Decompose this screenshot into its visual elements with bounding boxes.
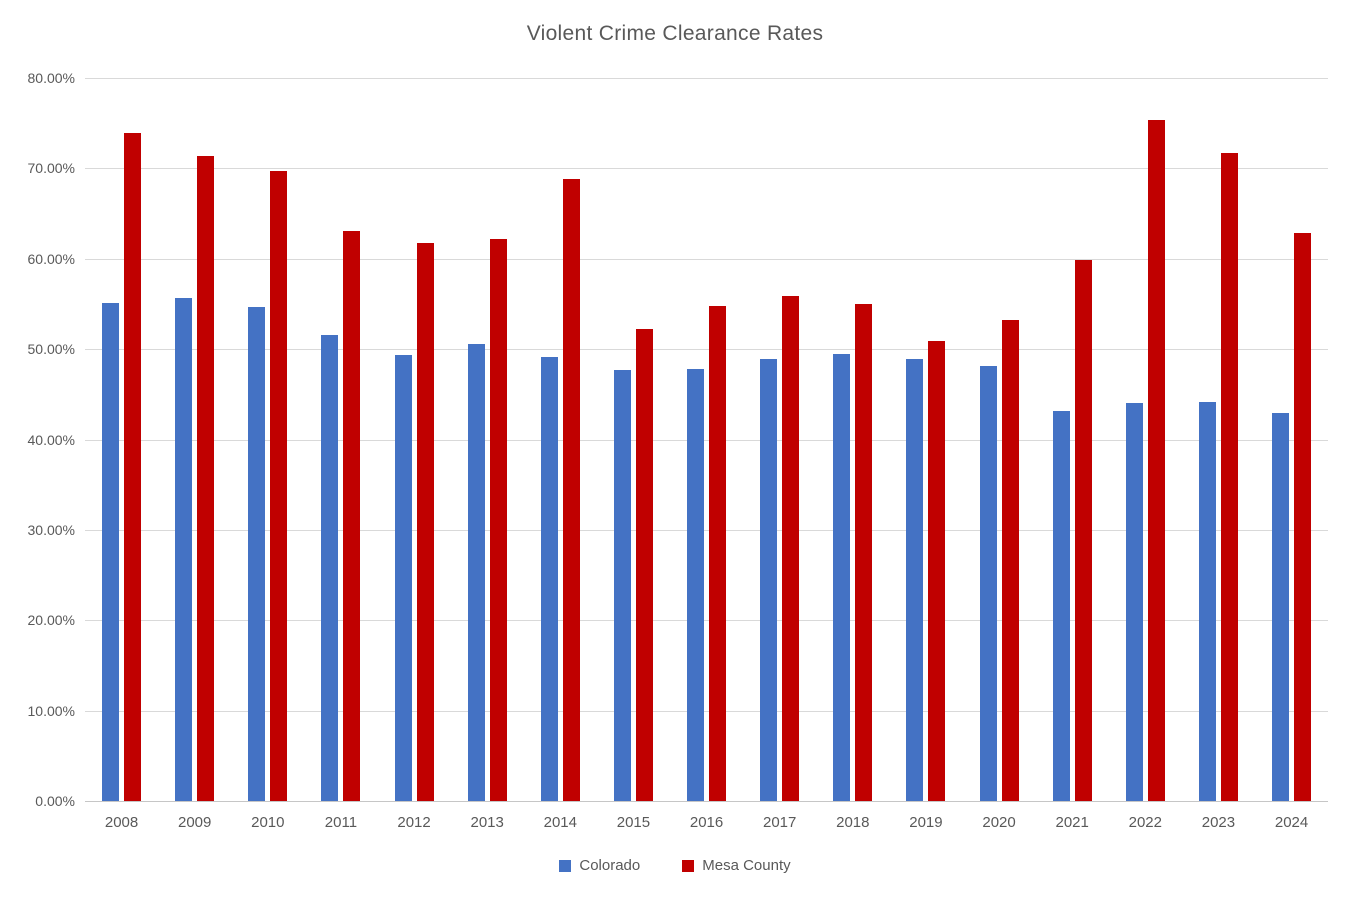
x-tick-label: 2020 [982, 814, 1016, 831]
bar-colorado-2020 [979, 366, 997, 801]
bar-colorado-2017 [760, 359, 778, 801]
bar-colorado-2014 [540, 357, 558, 801]
y-tick-label: 60.00% [27, 250, 75, 267]
bar-mesa-county-2019 [928, 341, 946, 801]
y-tick-label: 70.00% [27, 160, 75, 177]
bar-group-2024 [1255, 78, 1328, 801]
x-tick-label: 2018 [836, 814, 870, 831]
bar-mesa-county-2015 [635, 329, 653, 801]
gridline [85, 258, 1328, 260]
bar-group-2017 [743, 78, 816, 801]
x-tick-label: 2022 [1128, 814, 1162, 831]
gridline [85, 349, 1328, 351]
bar-colorado-2010 [248, 306, 266, 801]
bar-group-2011 [304, 78, 377, 801]
x-tick-label: 2008 [104, 814, 139, 831]
bar-colorado-2015 [613, 369, 631, 801]
bar-mesa-county-2010 [270, 171, 288, 801]
x-tick-label: 2015 [616, 814, 651, 831]
bar-group-2010 [231, 78, 304, 801]
x-tick-label: 2014 [543, 814, 577, 831]
gridline [85, 620, 1328, 622]
y-tick-label: 0.00% [35, 793, 75, 809]
y-axis-labels: 0.00% 10.00% 20.00% 30.00% 40.00% 50.00% 60.00… [0, 70, 75, 809]
x-tick-label: 2021 [1055, 814, 1089, 831]
x-tick-label: 2009 [178, 814, 212, 831]
bar-mesa-county-2017 [782, 295, 800, 801]
bar-colorado-2023 [1198, 401, 1216, 801]
bar-mesa-county-2011 [343, 230, 361, 801]
bar-group-2022 [1109, 78, 1182, 801]
bar-group-2012 [378, 78, 451, 801]
bar-group-2015 [597, 78, 670, 801]
bar-group-2023 [1182, 78, 1255, 801]
x-tick-label: 2016 [689, 814, 724, 831]
bar-mesa-county-2009 [197, 155, 215, 801]
bar-groups [85, 78, 1328, 801]
bar-colorado-2019 [906, 359, 924, 801]
bar-colorado-2008 [102, 303, 120, 801]
x-tick-label: 2011 [324, 814, 358, 831]
legend-swatch-icon [559, 859, 572, 872]
bar-mesa-county-2020 [1001, 320, 1019, 801]
x-tick-label: 2010 [251, 814, 285, 831]
bar-colorado-2021 [1052, 410, 1070, 801]
bar-group-2014 [524, 78, 597, 801]
x-tick-label: 2013 [470, 814, 504, 831]
bar-group-2013 [451, 78, 524, 801]
gridline [85, 710, 1328, 712]
y-tick-label: 50.00% [27, 341, 75, 358]
bar-mesa-county-2024 [1294, 232, 1312, 801]
bar-group-2018 [816, 78, 889, 801]
bar-colorado-2011 [321, 334, 339, 801]
bar-group-2021 [1036, 78, 1109, 801]
gridline [85, 529, 1328, 531]
bar-mesa-county-2012 [416, 243, 434, 801]
bar-colorado-2018 [833, 353, 851, 801]
x-tick-label: 2024 [1274, 814, 1309, 831]
bar-group-2008 [85, 78, 158, 801]
plot-area [85, 78, 1328, 802]
chart-title: Violent Crime Clearance Rates [526, 22, 824, 45]
gridline [85, 78, 1328, 79]
bar-group-2016 [670, 78, 743, 801]
bar-mesa-county-2013 [489, 238, 507, 801]
y-tick-label: 40.00% [27, 431, 75, 448]
bar-mesa-county-2021 [1074, 259, 1092, 801]
bar-mesa-county-2014 [562, 179, 580, 801]
bar-colorado-2009 [175, 297, 193, 801]
bar-colorado-2012 [394, 354, 412, 801]
legend-label: Colorado [579, 857, 641, 874]
bar-mesa-county-2023 [1220, 153, 1238, 801]
y-tick-label: 10.00% [27, 702, 75, 719]
bar-group-2020 [963, 78, 1036, 801]
x-tick-label: 2019 [909, 814, 943, 831]
bar-colorado-2016 [687, 369, 705, 801]
y-tick-label: 20.00% [27, 612, 75, 629]
bar-colorado-2022 [1125, 403, 1143, 801]
bar-colorado-2013 [467, 343, 485, 801]
gridline [85, 168, 1328, 170]
x-axis-line [85, 801, 1328, 802]
legend-item-mesa-county: Mesa County [682, 857, 791, 874]
bar-mesa-county-2008 [124, 133, 142, 801]
bar-mesa-county-2018 [855, 303, 873, 801]
y-tick-label: 80.00% [27, 70, 75, 86]
bar-mesa-county-2016 [709, 305, 727, 801]
legend-item-colorado: Colorado [559, 857, 640, 874]
x-tick-label: 2017 [763, 814, 797, 831]
x-tick-label: 2023 [1201, 814, 1236, 831]
x-tick-label: 2012 [397, 814, 431, 831]
bar-group-2009 [158, 78, 231, 801]
bar-colorado-2024 [1272, 413, 1290, 801]
legend-label: Mesa County [702, 857, 791, 874]
y-tick-label: 30.00% [27, 521, 75, 538]
bar-mesa-county-2022 [1147, 120, 1165, 801]
x-axis-labels: 2008 2009 2010 2011 2012 2013 2014 2015 2016 2017… [85, 814, 1328, 831]
legend: Colorado Mesa County [0, 857, 1350, 874]
legend-swatch-icon [682, 859, 695, 872]
gridline [85, 439, 1328, 441]
bar-group-2019 [889, 78, 962, 801]
